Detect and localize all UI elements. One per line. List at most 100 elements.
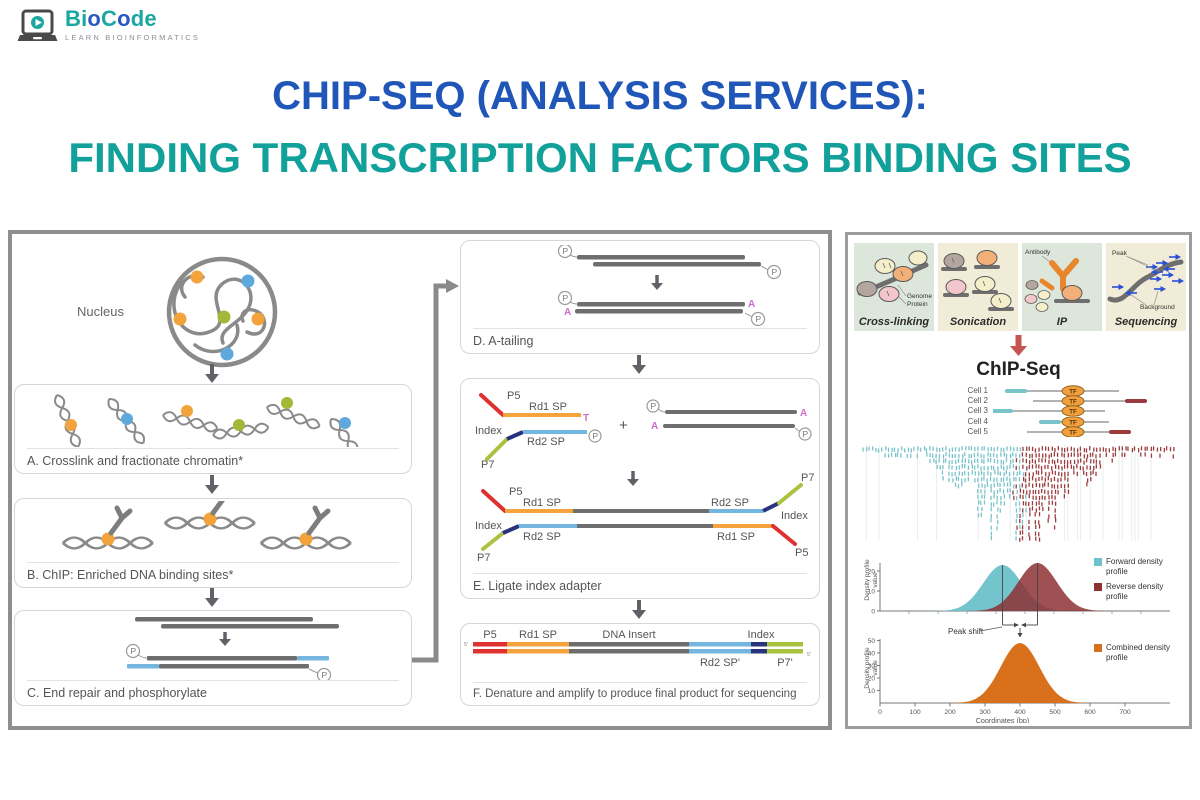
svg-text:10: 10 (868, 688, 876, 695)
ip-illustration: Antibody (1024, 249, 1090, 312)
page-title-line2: FINDING TRANSCRIPTION FACTORS BINDING SI… (68, 134, 1132, 181)
cell-row: Cell 3 TF (944, 405, 1157, 417)
svg-text:600: 600 (1084, 709, 1096, 716)
chipseq-panel: Genome Protein Cross-linking Sonication (845, 232, 1192, 729)
step-d-box: P P P A A P D. A-tailing (460, 240, 820, 354)
svg-text:Background: Background (1140, 304, 1175, 311)
chart1-legend: Forward density profile Reverse density p… (1094, 557, 1186, 607)
svg-text:200: 200 (944, 709, 956, 716)
step-a-box: A. Crosslink and fractionate chromatin* (14, 384, 412, 474)
nucleus-label: Nucleus (77, 304, 124, 319)
svg-text:Rd2 SP': Rd2 SP' (700, 657, 740, 669)
svg-text:Coordinates (bp): Coordinates (bp) (976, 716, 1030, 723)
svg-text:20: 20 (868, 675, 876, 682)
read-pileup-plot (862, 445, 1175, 542)
svg-text:Index: Index (748, 629, 775, 641)
svg-text:Rd1 SP: Rd1 SP (717, 531, 755, 543)
step-c-box: P P C. End repair and phosphorylate (14, 610, 412, 706)
svg-text:P: P (756, 314, 762, 324)
step-card-crosslinking: Genome Protein Cross-linking (854, 243, 934, 331)
adapter-ligation-illustration: P5 Rd1 SP T Index Rd2 SP P P7 + P A A P (475, 390, 814, 564)
svg-text:100: 100 (909, 709, 921, 716)
density-profile-chart: Peak shift 0 10 20 (868, 563, 1170, 638)
svg-text:+: + (619, 417, 628, 434)
svg-text:Index: Index (781, 510, 808, 522)
step-card-ip: Antibody IP (1022, 243, 1102, 331)
chipseq-heading: ChIP-Seq (976, 359, 1061, 380)
svg-text:0: 0 (871, 608, 875, 615)
svg-text:P7: P7 (477, 552, 490, 564)
brand-tagline: LEARN BIOINFORMATICS (65, 33, 201, 42)
cell-row: Cell 2 TF (944, 395, 1157, 407)
page-title-line1: CHIP-SEQ (ANALYSIS SERVICES): (272, 74, 928, 118)
svg-text:A: A (651, 421, 658, 432)
down-arrow-icon (205, 475, 219, 494)
svg-text:DNA Insert: DNA Insert (602, 629, 655, 641)
svg-text:40: 40 (868, 650, 876, 657)
svg-text:P: P (131, 646, 137, 656)
svg-text:P5: P5 (483, 629, 496, 641)
svg-text:TF: TF (1069, 430, 1077, 437)
step-label-ip: IP (1056, 316, 1068, 328)
svg-text:T: T (583, 413, 589, 424)
step-label-crosslinking: Cross-linking (858, 316, 930, 328)
svg-text:Rd2 SP: Rd2 SP (527, 436, 565, 448)
step-card-sonication: Sonication (938, 243, 1018, 331)
svg-text:20: 20 (868, 568, 876, 575)
svg-text:P: P (563, 246, 569, 256)
svg-text:A: A (800, 408, 807, 419)
svg-text:TF: TF (1069, 388, 1077, 395)
svg-text:Index: Index (475, 425, 502, 437)
biocode-logo: BioCode LEARN BIOINFORMATICS (16, 8, 200, 48)
svg-text:A: A (748, 299, 755, 310)
svg-text:Rd1 SP: Rd1 SP (529, 401, 567, 413)
svg-text:Antibody: Antibody (1025, 249, 1051, 256)
step-e-box: P5 Rd1 SP T Index Rd2 SP P P7 + P A A P (460, 378, 820, 599)
svg-text:P: P (322, 670, 328, 680)
svg-text:10: 10 (868, 588, 876, 595)
svg-text:P5: P5 (507, 390, 520, 402)
sequencing-illustration: Peak Background (1107, 250, 1184, 311)
svg-text:Rd1 SP: Rd1 SP (519, 629, 557, 641)
svg-text:P7': P7' (777, 657, 793, 669)
svg-text:Protein: Protein (907, 301, 928, 308)
step-c-caption: C. End repair and phosphorylate (27, 680, 399, 700)
svg-text:TF: TF (1069, 419, 1077, 426)
svg-text:Rd2 SP: Rd2 SP (711, 497, 749, 509)
fragmented-chromatin-illustration (51, 392, 371, 447)
step-b-caption: B. ChIP: Enriched DNA binding sites* (27, 562, 399, 582)
svg-text:30: 30 (868, 663, 876, 670)
connector-arrow (410, 279, 459, 663)
cell-row: Cell 5 TF (944, 426, 1157, 438)
svg-text:TF: TF (1069, 409, 1077, 416)
cell-row: Cell 4 TF (944, 416, 1157, 427)
step-f-caption: F. Denature and amplify to produce final… (473, 682, 807, 700)
brand-name: BioCode (65, 6, 157, 31)
down-arrow-icon (205, 364, 219, 383)
svg-text:P5: P5 (795, 547, 808, 559)
laptop-play-icon (17, 9, 58, 41)
end-repair-illustration: P P (125, 617, 339, 680)
down-arrow-icon (205, 588, 219, 607)
nucleus-illustration (166, 256, 278, 368)
svg-text:P: P (563, 293, 569, 303)
down-arrow-icon (632, 355, 646, 374)
svg-text:Index: Index (475, 520, 502, 532)
step-a-caption: A. Crosslink and fractionate chromatin* (27, 448, 399, 468)
red-down-arrow-icon (1010, 335, 1027, 356)
svg-text:50: 50 (868, 638, 876, 645)
cell-row: Cell 1 TF (944, 385, 1157, 396)
svg-text:400: 400 (1014, 709, 1026, 716)
svg-text:5': 5' (464, 642, 468, 648)
svg-text:Rd2 SP: Rd2 SP (523, 531, 561, 543)
svg-text:Rd1 SP: Rd1 SP (523, 497, 561, 509)
svg-text:Peak shift: Peak shift (948, 627, 984, 636)
svg-text:P7: P7 (481, 459, 494, 471)
down-arrow-icon (632, 600, 646, 619)
step-label-sonication: Sonication (949, 316, 1007, 328)
step-card-sequencing: Peak Background Sequencing (1106, 243, 1186, 331)
svg-text:300: 300 (979, 709, 991, 716)
final-product-illustration: P5 Rd1 SP DNA Insert Index 5' 5' Rd2 SP'… (464, 629, 811, 669)
